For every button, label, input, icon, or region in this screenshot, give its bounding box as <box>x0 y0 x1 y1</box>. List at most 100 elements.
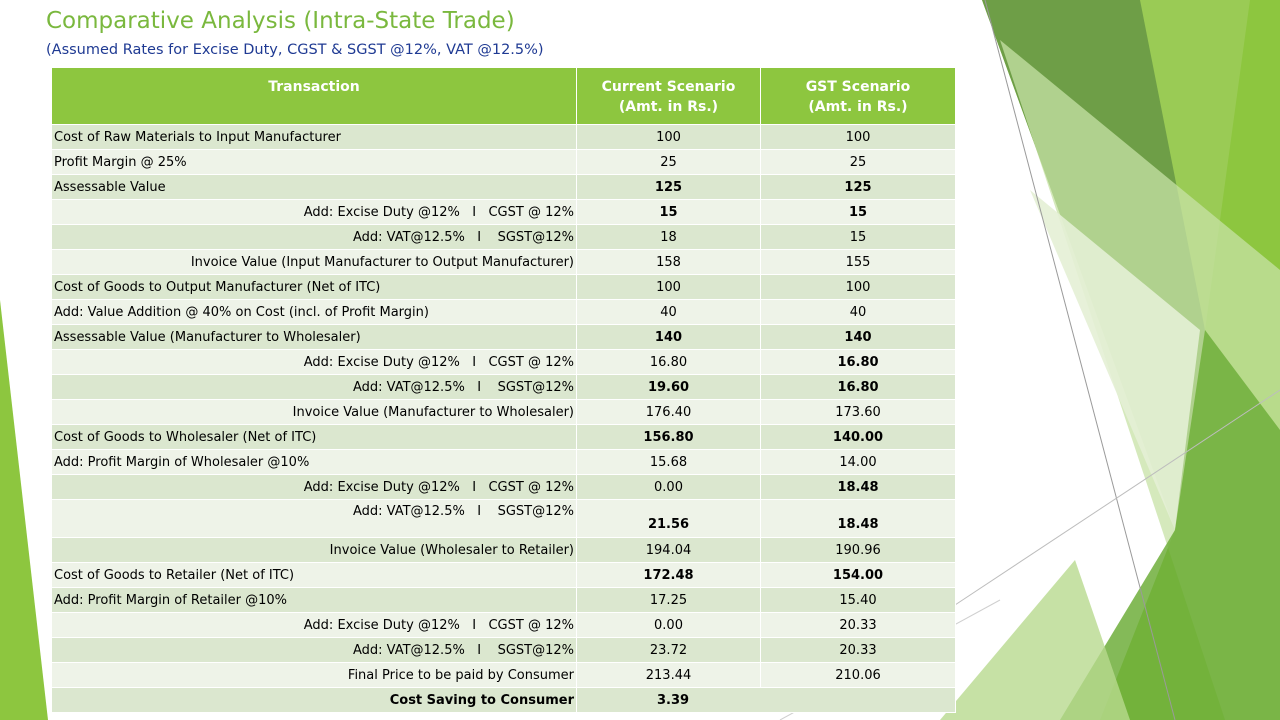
slide-title: Comparative Analysis (Intra-State Trade) <box>46 8 515 34</box>
table-row: Add: Excise Duty @12% I CGST @ 12% 0.00 … <box>51 612 956 638</box>
gst-value: 40 <box>760 299 956 325</box>
header-gst-scenario: GST Scenario (Amt. in Rs.) <box>760 67 956 125</box>
table-row: Invoice Value (Wholesaler to Retailer) 1… <box>51 537 956 563</box>
row-label: Assessable Value (Manufacturer to Wholes… <box>51 324 577 350</box>
right-olive-band <box>1140 0 1250 330</box>
table-row: Invoice Value (Manufacturer to Wholesale… <box>51 399 956 425</box>
gst-value: 100 <box>760 274 956 300</box>
current-value: 15 <box>576 199 761 225</box>
right-pale-band <box>1030 190 1200 530</box>
gst-value: 140 <box>760 324 956 350</box>
cost-saving-value-cell: 3.39 <box>576 687 956 713</box>
row-label: Add: Excise Duty @12% I CGST @ 12% <box>51 199 577 225</box>
table-row: Add: Value Addition @ 40% on Cost (incl.… <box>51 299 956 325</box>
row-label: Add: VAT@12.5% I SGST@12% <box>51 499 577 538</box>
row-label: Invoice Value (Input Manufacturer to Out… <box>51 249 577 275</box>
thin-guide-line-1 <box>984 0 1176 720</box>
table-row: Add: VAT@12.5% I SGST@12% 19.60 16.80 <box>51 374 956 400</box>
row-label: Invoice Value (Manufacturer to Wholesale… <box>51 399 577 425</box>
table-row: Add: VAT@12.5% I SGST@12% 23.72 20.33 <box>51 637 956 663</box>
row-label: Add: VAT@12.5% I SGST@12% <box>51 637 577 663</box>
table-row: Cost of Raw Materials to Input Manufactu… <box>51 124 956 150</box>
row-label: Add: Excise Duty @12% I CGST @ 12% <box>51 474 577 500</box>
gst-value: 154.00 <box>760 562 956 588</box>
row-label: Cost of Raw Materials to Input Manufactu… <box>51 124 577 150</box>
gst-value: 18.48 <box>760 474 956 500</box>
table-row: Cost of Goods to Retailer (Net of ITC) 1… <box>51 562 956 588</box>
table-row: Add: Profit Margin of Wholesaler @10% 15… <box>51 449 956 475</box>
bottom-light-shard <box>940 560 1130 720</box>
table-row: Add: VAT@12.5% I SGST@12% 18 15 <box>51 224 956 250</box>
gst-value: 18.48 <box>760 499 956 538</box>
slide-subtitle: (Assumed Rates for Excise Duty, CGST & S… <box>46 42 544 58</box>
current-value: 158 <box>576 249 761 275</box>
gst-value: 14.00 <box>760 449 956 475</box>
gst-value: 20.33 <box>760 612 956 638</box>
row-label: Assessable Value <box>51 174 577 200</box>
current-value: 23.72 <box>576 637 761 663</box>
gst-value: 173.60 <box>760 399 956 425</box>
table-row: Add: Excise Duty @12% I CGST @ 12% 16.80… <box>51 349 956 375</box>
current-value: 176.40 <box>576 399 761 425</box>
gst-value: 25 <box>760 149 956 175</box>
table-row: Cost of Goods to Wholesaler (Net of ITC)… <box>51 424 956 450</box>
row-label: Add: Value Addition @ 40% on Cost (incl.… <box>51 299 577 325</box>
current-value: 172.48 <box>576 562 761 588</box>
current-value: 40 <box>576 299 761 325</box>
table-row: Add: Excise Duty @12% I CGST @ 12% 0.00 … <box>51 474 956 500</box>
current-value: 19.60 <box>576 374 761 400</box>
gst-value: 190.96 <box>760 537 956 563</box>
current-value: 16.80 <box>576 349 761 375</box>
current-value: 0.00 <box>576 474 761 500</box>
current-value: 213.44 <box>576 662 761 688</box>
table-row: Add: Excise Duty @12% I CGST @ 12% 15 15 <box>51 199 956 225</box>
row-label: Final Price to be paid by Consumer <box>51 662 577 688</box>
gst-value: 210.06 <box>760 662 956 688</box>
header-transaction: Transaction <box>51 67 577 125</box>
current-value: 194.04 <box>576 537 761 563</box>
header-current-scenario: Current Scenario (Amt. in Rs.) <box>576 67 761 125</box>
table-row: Profit Margin @ 25% 25 25 <box>51 149 956 175</box>
current-value: 156.80 <box>576 424 761 450</box>
table-row: Add: VAT@12.5% I SGST@12% 21.56 18.48 <box>51 499 956 538</box>
current-value: 15.68 <box>576 449 761 475</box>
gst-value: 16.80 <box>760 349 956 375</box>
gst-value: 16.80 <box>760 374 956 400</box>
row-label: Cost of Goods to Wholesaler (Net of ITC) <box>51 424 577 450</box>
row-label: Cost of Goods to Output Manufacturer (Ne… <box>51 274 577 300</box>
summary-row: Cost Saving to Consumer 3.39 <box>51 687 956 713</box>
current-value: 125 <box>576 174 761 200</box>
current-value: 100 <box>576 274 761 300</box>
current-value: 18 <box>576 224 761 250</box>
comparison-table: Transaction Current Scenario (Amt. in Rs… <box>51 67 956 713</box>
current-value: 100 <box>576 124 761 150</box>
table-row: Invoice Value (Input Manufacturer to Out… <box>51 249 956 275</box>
current-value: 17.25 <box>576 587 761 613</box>
right-mid-green-shard <box>1060 330 1280 720</box>
row-label: Cost of Goods to Retailer (Net of ITC) <box>51 562 577 588</box>
table-row: Final Price to be paid by Consumer 213.4… <box>51 662 956 688</box>
current-value: 0.00 <box>576 612 761 638</box>
row-label: Add: VAT@12.5% I SGST@12% <box>51 374 577 400</box>
gst-value: 125 <box>760 174 956 200</box>
gst-value: 100 <box>760 124 956 150</box>
current-value: 140 <box>576 324 761 350</box>
gst-value: 140.00 <box>760 424 956 450</box>
row-label: Add: Profit Margin of Wholesaler @10% <box>51 449 577 475</box>
table-header: Transaction Current Scenario (Amt. in Rs… <box>51 67 956 125</box>
current-value: 21.56 <box>576 499 761 538</box>
gst-value: 15 <box>760 224 956 250</box>
gst-value: 20.33 <box>760 637 956 663</box>
row-label: Invoice Value (Wholesaler to Retailer) <box>51 537 577 563</box>
row-label: Add: Excise Duty @12% I CGST @ 12% <box>51 349 577 375</box>
current-value: 25 <box>576 149 761 175</box>
table-row: Add: Profit Margin of Retailer @10% 17.2… <box>51 587 956 613</box>
row-label: Add: VAT@12.5% I SGST@12% <box>51 224 577 250</box>
row-label: Profit Margin @ 25% <box>51 149 577 175</box>
gst-value: 15.40 <box>760 587 956 613</box>
left-green-sliver <box>0 300 48 720</box>
cost-saving-label: Cost Saving to Consumer <box>51 687 577 713</box>
thin-guide-line-2 <box>954 389 1280 606</box>
table-row: Assessable Value (Manufacturer to Wholes… <box>51 324 956 350</box>
